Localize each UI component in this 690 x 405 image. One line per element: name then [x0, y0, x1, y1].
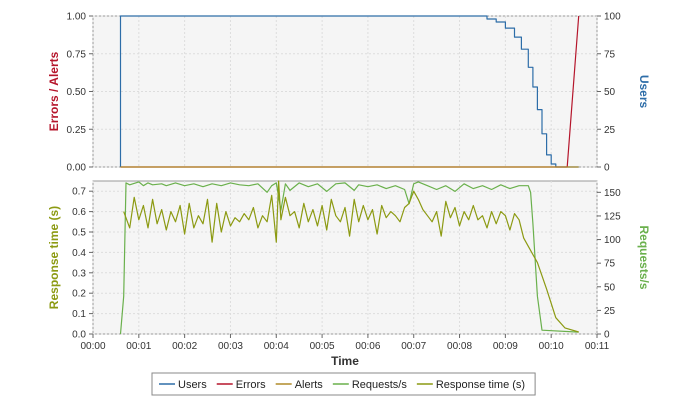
legend-item: Errors	[216, 379, 266, 391]
right-tick-label: 150	[604, 188, 621, 199]
left-tick-label: 0.7	[72, 187, 86, 198]
legend-label: Requests/s	[352, 379, 408, 391]
x-tick-label: 00:06	[355, 341, 380, 352]
x-tick-label: 00:00	[80, 341, 105, 352]
x-tick-label: 00:03	[218, 341, 243, 352]
x-tick-label: 00:10	[539, 341, 564, 352]
legend-item: Requests/s	[332, 379, 408, 391]
left-tick-label: 0.25	[67, 125, 87, 136]
legend-label: Alerts	[295, 379, 324, 391]
series-response-time-s	[123, 180, 579, 333]
right-tick-label: 75	[604, 259, 616, 270]
right-axis-title: Requests/s	[637, 225, 651, 289]
right-tick-label: 75	[604, 49, 616, 60]
right-tick-label: 100	[604, 235, 621, 246]
legend-item: Alerts	[275, 379, 324, 391]
legend-frame	[151, 372, 536, 396]
left-tick-label: 0.2	[72, 289, 86, 300]
panel-bottom: 0.0 0.1 0.2 0.3 0.4 0.5 0.6 0.7 0 25 50 75 100 125 150…	[47, 180, 651, 368]
left-axis-title: Errors / Alerts	[47, 51, 61, 131]
right-tick-label: 50	[604, 282, 616, 293]
left-tick-label: 1.00	[67, 12, 87, 23]
x-tick-label: 00:05	[310, 341, 335, 352]
left-tick-label: 0.0	[72, 330, 86, 341]
legend-item: Response time (s)	[416, 379, 525, 391]
left-tick-label: 0.50	[67, 87, 87, 98]
legend-label: Errors	[236, 379, 266, 391]
x-tick-label: 00:01	[126, 341, 151, 352]
right-tick-label: 100	[604, 12, 621, 23]
left-tick-label: 0.6	[72, 207, 86, 218]
right-tick-label: 25	[604, 125, 616, 136]
plot-area-bottom	[92, 180, 598, 335]
left-tick-label: 0.00	[67, 163, 87, 174]
right-tick-label: 125	[604, 211, 621, 222]
panel-top: 0.00 0.25 0.50 0.75 1.00 0 25 50 75 100 Errors / A…	[47, 12, 651, 174]
left-tick-label: 0.3	[72, 268, 86, 279]
left-axis-title: Response time (s)	[47, 206, 61, 309]
right-axis-title: Users	[637, 75, 651, 109]
left-tick-label: 0.1	[72, 309, 86, 320]
left-tick-label: 0.4	[72, 248, 86, 259]
x-tick-label: 00:11	[585, 341, 610, 352]
x-tick-label: 00:02	[172, 341, 197, 352]
x-axis-title: Time	[331, 354, 359, 368]
right-tick-label: 50	[604, 87, 616, 98]
series-users	[119, 15, 579, 168]
x-tick-label: 00:08	[447, 341, 472, 352]
x-tick-label: 00:09	[493, 341, 518, 352]
right-tick-label: 0	[604, 163, 610, 174]
legend-item: Users	[159, 379, 207, 391]
right-tick-label: 0	[604, 330, 610, 341]
left-tick-label: 0.5	[72, 228, 86, 239]
x-tick-label: 00:04	[264, 341, 289, 352]
left-tick-label: 0.75	[67, 49, 87, 60]
legend: Users Errors Alerts Requests/s Response time…	[159, 379, 525, 391]
legend-label: Response time (s)	[436, 379, 525, 391]
right-tick-label: 25	[604, 306, 616, 317]
x-tick-label: 00:07	[401, 341, 426, 352]
legend-label: Users	[178, 379, 207, 391]
series-requests-s	[119, 181, 579, 335]
